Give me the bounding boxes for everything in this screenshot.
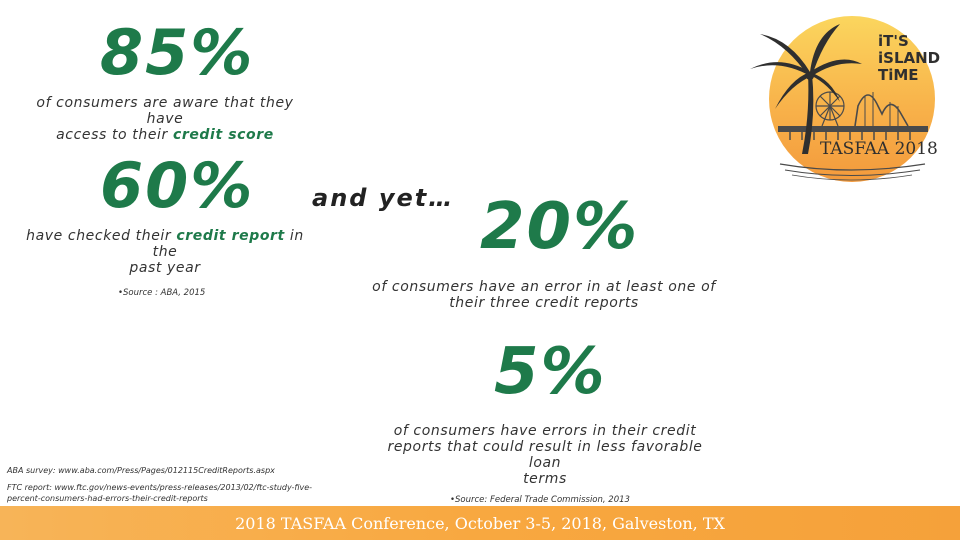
ferris-wheel-icon [815, 91, 845, 127]
stat-85-line2: access to their credit score [20, 127, 310, 143]
footer-text: 2018 TASFAA Conference, October 3-5, 201… [235, 514, 725, 533]
source-ftc: •Source: Federal Trade Commission, 2013 [450, 495, 630, 505]
logo-tagline-1: iT'S [878, 32, 909, 50]
stat-60-line1: have checked their credit report in the [20, 228, 310, 260]
stat-85-line2-text: access to their [56, 127, 173, 143]
sun-circle [769, 16, 935, 182]
stat-5-line2: reports that could result in less favora… [387, 439, 703, 471]
stat-20-line1: of consumers have an error in at least o… [372, 279, 716, 295]
reference-ftc-line1: FTC report: www.ftc.gov/news-events/pres… [7, 483, 313, 492]
stat-5-description: of consumers have errors in their credit… [370, 423, 720, 487]
logo-tagline-2: iSLAND [878, 49, 940, 67]
stat-20-description: of consumers have an error in at least o… [368, 279, 720, 311]
stat-60-line1-pre: have checked their [26, 228, 177, 244]
stat-85-description: of consumers are aware that they have ac… [20, 95, 310, 143]
tasfaa-logo-graphic: iT'S iSLAND TiME TASFAA 2018 [750, 16, 940, 182]
footer-bar: 2018 TASFAA Conference, October 3-5, 201… [0, 506, 960, 540]
reference-aba: ABA survey: www.aba.com/Press/Pages/0121… [7, 466, 275, 475]
stat-5-line3: terms [523, 471, 567, 487]
reference-ftc-line2: percent-consumers-had-errors-their-credi… [7, 494, 208, 503]
credit-score-highlight: credit score [172, 127, 274, 143]
logo-name: TASFAA 2018 [820, 139, 938, 159]
reference-ftc: FTC report: www.ftc.gov/news-events/pres… [7, 482, 312, 504]
credit-report-highlight: credit report [176, 228, 285, 244]
stat-60-line1-post: in the [152, 228, 304, 260]
stat-5-value: 5% [494, 335, 607, 409]
logo-tagline-3: TiME [878, 66, 919, 84]
stat-85-value: 85% [100, 16, 255, 89]
stat-60-description: have checked their credit report in the … [20, 228, 310, 276]
stat-20-line2: their three credit reports [449, 295, 639, 311]
and-yet-text: and yet… [312, 184, 455, 212]
tasfaa-logo: iT'S iSLAND TiME TASFAA 2018 [740, 14, 960, 184]
roller-coaster-icon [854, 94, 909, 127]
stat-85-line1: of consumers are aware that they have [36, 95, 294, 127]
source-aba: •Source : ABA, 2015 [118, 288, 206, 298]
stat-5-line1: of consumers have errors in their credit [393, 423, 697, 439]
palm-tree-icon [750, 24, 862, 154]
stat-20-value: 20% [480, 190, 640, 264]
stat-60-value: 60% [100, 149, 255, 222]
stat-60-line2: past year [129, 260, 201, 276]
